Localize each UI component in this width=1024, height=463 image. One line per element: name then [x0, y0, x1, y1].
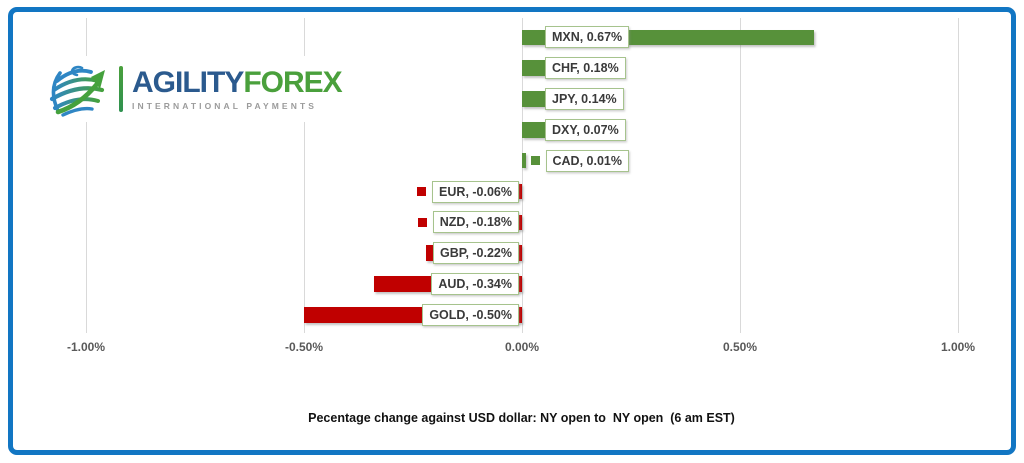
chart-title: Pecentage change against USD dollar: NY … [308, 411, 735, 425]
bar-dxy [522, 122, 553, 138]
data-label-box: JPY, 0.14% [545, 87, 624, 110]
gridline [303, 18, 305, 333]
globe-arrow-icon [49, 65, 105, 117]
gridline [739, 18, 741, 333]
data-label-jpy: JPY, 0.14% [545, 87, 624, 110]
brand-name: AGILITYFOREX [132, 65, 343, 99]
gridline [85, 18, 87, 333]
data-label-box: NZD, -0.18% [432, 211, 519, 234]
data-label-nzd: NZD, -0.18% [417, 211, 519, 234]
bar-cad [522, 152, 527, 169]
x-tick-label: -0.50% [284, 340, 324, 354]
data-label-eur: EUR, -0.06% [417, 180, 519, 203]
x-tick-label: 0.00% [504, 340, 540, 354]
x-tick-label: 0.50% [722, 340, 758, 354]
brand-forex: FOREX [243, 65, 342, 99]
data-label-cad: CAD, 0.01% [530, 149, 629, 172]
data-label-mxn: MXN, 0.67% [545, 26, 630, 49]
gridline [957, 18, 959, 333]
data-label-box: MXN, 0.67% [545, 26, 630, 49]
data-label-box: DXY, 0.07% [545, 118, 626, 141]
data-label-chf: CHF, 0.18% [545, 57, 626, 80]
data-label-gold: GOLD, -0.50% [422, 303, 519, 326]
data-label-gbp: GBP, -0.22% [432, 242, 519, 265]
legend-key-eur [417, 187, 427, 196]
logo-separator [119, 66, 123, 112]
brand-logo: AGILITYFOREX INTERNATIONAL PAYMENTS [42, 56, 346, 122]
x-tick-label: 1.00% [940, 340, 976, 354]
axis-line-zero [521, 18, 523, 333]
logo-text: AGILITYFOREX INTERNATIONAL PAYMENTS [132, 65, 343, 111]
data-label-box: CAD, 0.01% [545, 149, 629, 172]
brand-agility: AGILITY [132, 65, 244, 99]
legend-key-cad [530, 156, 540, 166]
x-tick-label: -1.00% [66, 340, 106, 354]
data-label-box: AUD, -0.34% [431, 273, 519, 296]
data-label-box: CHF, 0.18% [545, 57, 626, 80]
data-label-box: EUR, -0.06% [432, 180, 519, 203]
data-label-dxy: DXY, 0.07% [545, 118, 626, 141]
data-label-aud: AUD, -0.34% [431, 273, 519, 296]
brand-tagline: INTERNATIONAL PAYMENTS [132, 100, 318, 111]
border-frame [8, 7, 1016, 455]
data-label-box: GBP, -0.22% [432, 242, 519, 265]
legend-key-nzd [417, 217, 427, 227]
data-label-box: GOLD, -0.50% [422, 303, 519, 326]
